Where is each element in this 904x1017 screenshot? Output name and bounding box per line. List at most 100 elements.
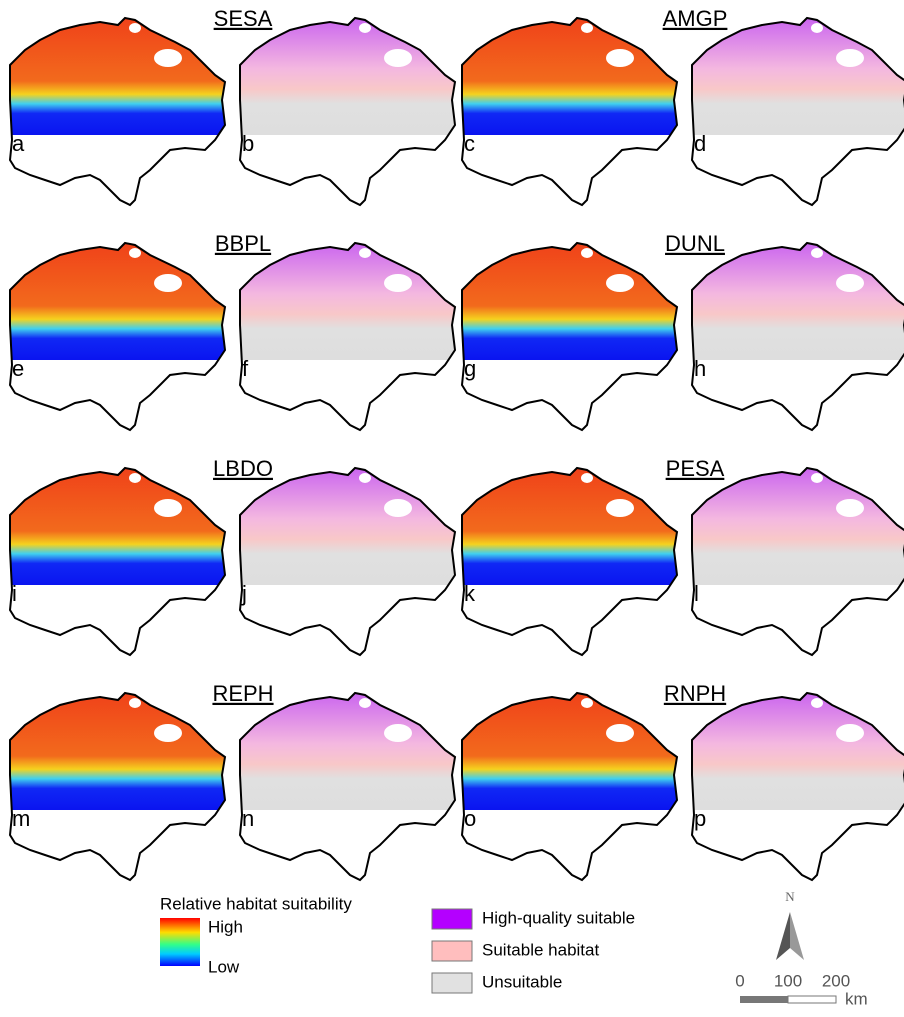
map-fill bbox=[452, 690, 682, 810]
lake bbox=[129, 698, 141, 708]
lake bbox=[606, 49, 634, 67]
species-title: BBPL bbox=[215, 231, 271, 256]
lake bbox=[836, 274, 864, 292]
lake bbox=[836, 49, 864, 67]
lake bbox=[811, 248, 823, 258]
lake bbox=[581, 698, 593, 708]
lake bbox=[836, 724, 864, 742]
species-title: PESA bbox=[666, 456, 725, 481]
map-panel: k bbox=[452, 465, 682, 655]
lake bbox=[154, 49, 182, 67]
map-panel: f bbox=[230, 240, 460, 430]
lake bbox=[384, 274, 412, 292]
lake bbox=[129, 23, 141, 33]
swatch bbox=[432, 909, 472, 929]
panel-letter: h bbox=[694, 356, 706, 381]
legend-title: Relative habitat suitability bbox=[160, 894, 352, 913]
lake bbox=[811, 698, 823, 708]
map-fill bbox=[452, 240, 682, 360]
legend-low: Low bbox=[208, 957, 240, 976]
north-arrow: N bbox=[776, 889, 804, 960]
north-label: N bbox=[785, 889, 795, 904]
map-fill bbox=[0, 15, 230, 135]
lake bbox=[581, 23, 593, 33]
lake bbox=[384, 49, 412, 67]
species-title: DUNL bbox=[665, 231, 725, 256]
color-ramp bbox=[160, 918, 200, 966]
habitat-area bbox=[230, 690, 460, 810]
species-group: PESA k l bbox=[452, 456, 904, 655]
panel-letter: f bbox=[242, 356, 249, 381]
habitat-area bbox=[0, 465, 230, 585]
habitat-area bbox=[230, 240, 460, 360]
lake bbox=[129, 473, 141, 483]
lake bbox=[811, 473, 823, 483]
map-fill bbox=[682, 15, 904, 135]
species-title: LBDO bbox=[213, 456, 273, 481]
map-fill bbox=[230, 15, 460, 135]
map-fill bbox=[452, 15, 682, 135]
panel-letter: i bbox=[12, 581, 17, 606]
panel-letter: m bbox=[12, 806, 30, 831]
panel-letter: a bbox=[12, 131, 25, 156]
species-title: SESA bbox=[214, 6, 273, 31]
map-panel: m bbox=[0, 690, 230, 880]
map-panel: l bbox=[682, 465, 904, 655]
map-panel: i bbox=[0, 465, 230, 655]
panel-letter: j bbox=[241, 581, 247, 606]
species-title: RNPH bbox=[664, 681, 726, 706]
panel-letter: d bbox=[694, 131, 706, 156]
lake bbox=[359, 698, 371, 708]
species-group: SESA a b bbox=[0, 6, 460, 205]
lake bbox=[359, 248, 371, 258]
map-panel: o bbox=[452, 690, 682, 880]
panel-letter: k bbox=[464, 581, 476, 606]
swatch bbox=[432, 941, 472, 961]
map-panel: d bbox=[682, 15, 904, 205]
habitat-area bbox=[0, 15, 230, 135]
map-panel: a bbox=[0, 15, 230, 205]
map-panel: b bbox=[230, 15, 460, 205]
map-panel: j bbox=[230, 465, 460, 655]
panel-letter: o bbox=[464, 806, 476, 831]
panel-letter: n bbox=[242, 806, 254, 831]
map-fill bbox=[682, 240, 904, 360]
species-title: AMGP bbox=[663, 6, 728, 31]
panel-letter: l bbox=[694, 581, 699, 606]
lake bbox=[359, 473, 371, 483]
class-legend: High-quality suitable Suitable habitat U… bbox=[432, 908, 635, 993]
habitat-area bbox=[0, 690, 230, 810]
habitat-area bbox=[230, 465, 460, 585]
suitability-legend: Relative habitat suitability High Low bbox=[160, 894, 352, 976]
lake bbox=[129, 248, 141, 258]
habitat-area bbox=[682, 240, 904, 360]
scale-label: 0 bbox=[735, 971, 744, 990]
species-group: LBDO i j bbox=[0, 456, 460, 655]
habitat-area bbox=[230, 15, 460, 135]
map-fill bbox=[452, 465, 682, 585]
map-panel: h bbox=[682, 240, 904, 430]
scale-unit: km bbox=[845, 989, 868, 1008]
lake bbox=[811, 23, 823, 33]
legend-label: High-quality suitable bbox=[482, 908, 635, 927]
map-panel: g bbox=[452, 240, 682, 430]
panel-letter: e bbox=[12, 356, 24, 381]
habitat-area bbox=[682, 15, 904, 135]
lake bbox=[154, 724, 182, 742]
panel-letter: b bbox=[242, 131, 254, 156]
map-panel: e bbox=[0, 240, 230, 430]
panel-letter: g bbox=[464, 356, 476, 381]
map-fill bbox=[0, 465, 230, 585]
lake bbox=[606, 274, 634, 292]
lake bbox=[359, 23, 371, 33]
map-fill bbox=[682, 465, 904, 585]
map-fill bbox=[230, 240, 460, 360]
lake bbox=[154, 274, 182, 292]
species-group: BBPL e f bbox=[0, 231, 460, 430]
map-fill bbox=[230, 465, 460, 585]
habitat-area bbox=[452, 240, 682, 360]
scale-label: 100 bbox=[774, 971, 802, 990]
